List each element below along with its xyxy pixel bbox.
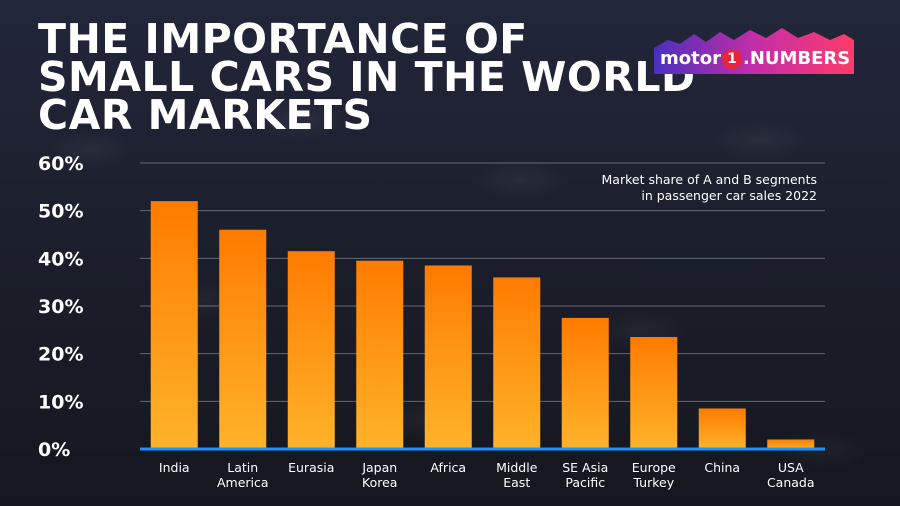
y-tick-label: 10%: [38, 391, 83, 413]
motor1-numbers-logo: motor 1 .NUMBERS: [654, 26, 854, 76]
logo-skyline-icon: [654, 28, 854, 74]
bar: [424, 265, 472, 449]
x-tick-label: Canada: [767, 475, 815, 490]
logo-suffix: .NUMBERS: [742, 48, 851, 69]
bar: [356, 260, 404, 449]
x-tick-label: China: [704, 460, 740, 475]
x-tick-label: East: [503, 475, 530, 490]
page-title: THE IMPORTANCE OF SMALL CARS IN THE WORL…: [38, 15, 696, 139]
logo-number-badge: 1: [721, 49, 742, 69]
y-tick-label: 50%: [38, 201, 83, 223]
y-tick-label: 20%: [38, 344, 83, 366]
logo-word: motor: [660, 48, 721, 69]
title-line-2: SMALL CARS IN THE WORLD: [38, 53, 696, 101]
x-tick-label: America: [217, 475, 269, 490]
y-tick-label: 30%: [38, 296, 83, 318]
x-tick-label: USA: [778, 460, 804, 475]
x-tick-label: India: [159, 460, 190, 475]
y-tick-label: 60%: [38, 153, 83, 175]
x-tick-label: Pacific: [565, 475, 605, 490]
x-tick-label: SE Asia: [562, 460, 608, 475]
bar: [767, 439, 815, 449]
bar: [561, 317, 609, 449]
bar: [698, 408, 746, 449]
x-tick-label: Korea: [362, 475, 397, 490]
x-tick-label: Latin: [227, 460, 258, 475]
logo-text: motor 1 .NUMBERS: [660, 48, 850, 69]
bar: [493, 277, 541, 449]
x-tick-label: Eurasia: [288, 460, 334, 475]
x-tick-label: Africa: [430, 460, 466, 475]
bar: [150, 201, 198, 449]
y-tick-label: 40%: [38, 248, 83, 270]
y-tick-label: 0%: [38, 439, 70, 461]
bar: [287, 251, 335, 449]
x-tick-label: Middle: [496, 460, 538, 475]
x-tick-label: Japan: [361, 460, 397, 475]
x-tick-label: Europe: [632, 460, 676, 475]
bar: [219, 229, 267, 449]
subtitle-line-1: Market share of A and B segments: [601, 172, 818, 187]
x-tick-label: Turkey: [632, 475, 674, 490]
subtitle-line-2: in passenger car sales 2022: [641, 188, 817, 203]
title-line-3: CAR MARKETS: [38, 91, 373, 139]
chart-subtitle: Market share of A and B segments in pass…: [497, 172, 818, 204]
title-line-1: THE IMPORTANCE OF: [38, 15, 528, 63]
bar: [630, 336, 678, 449]
